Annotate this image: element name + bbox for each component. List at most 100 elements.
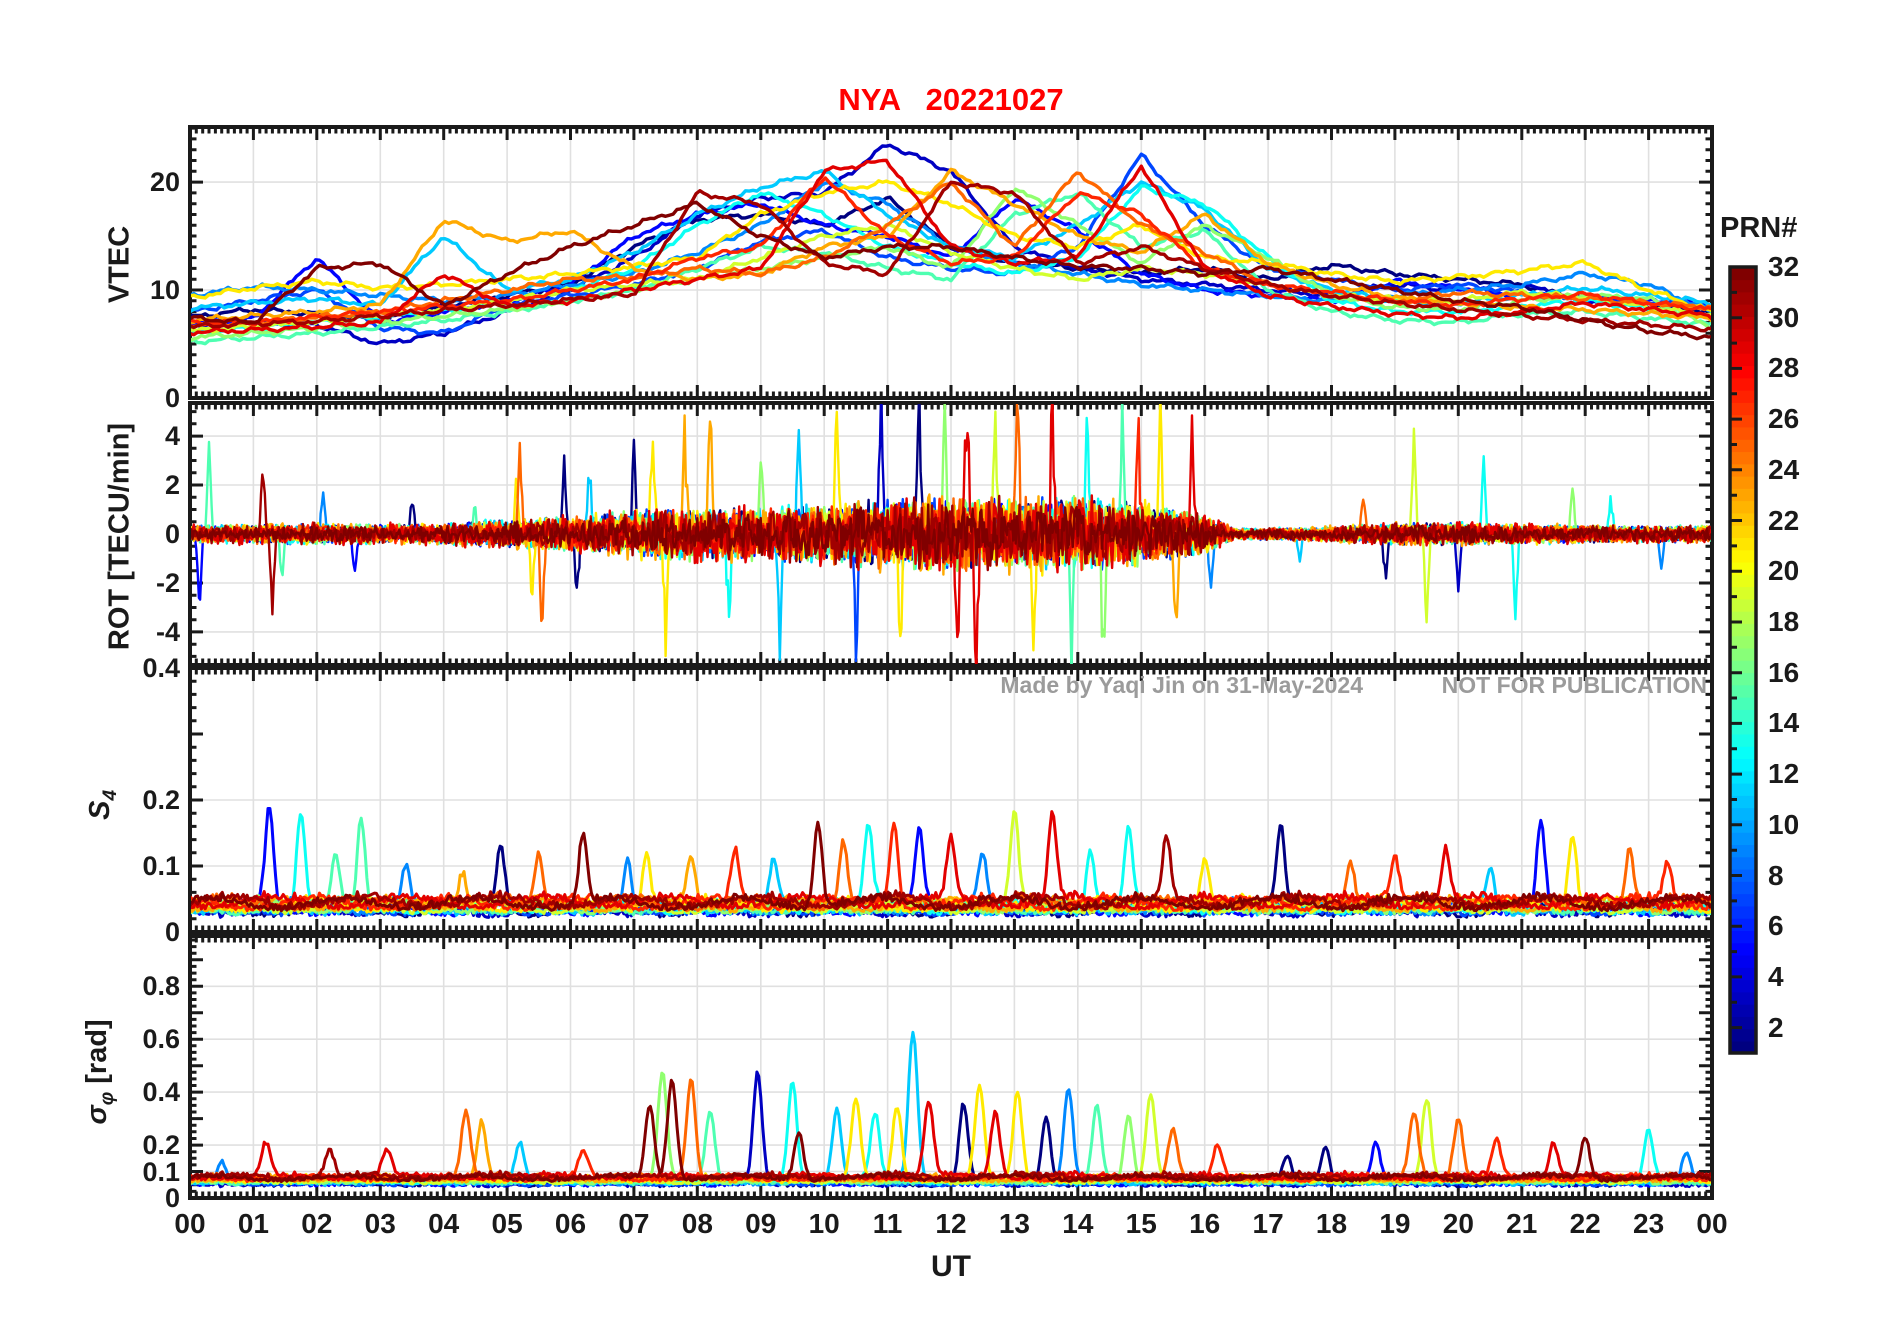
colorbar-tick-label: 16 xyxy=(1768,656,1800,688)
x-tick-label: 18 xyxy=(1315,1208,1348,1239)
colorbar-tick-label: 10 xyxy=(1768,808,1800,840)
colorbar-tick-label: 24 xyxy=(1768,453,1800,485)
sigma_phi-series-group xyxy=(191,1030,1711,1189)
x-tick-label: 08 xyxy=(681,1208,713,1239)
colorbar-cell xyxy=(1730,279,1756,293)
x-tick-label: 11 xyxy=(872,1208,903,1239)
sigma_phi-axes-border xyxy=(188,934,1714,1200)
colorbar-cell xyxy=(1730,660,1756,674)
vtec-axes-border xyxy=(188,125,1714,400)
colorbar-cell xyxy=(1730,561,1756,575)
s4-ytick-label: 0 xyxy=(164,917,180,947)
colorbar-cell xyxy=(1730,917,1756,931)
colorbar-cell xyxy=(1730,463,1756,477)
colorbar-cell xyxy=(1730,549,1756,563)
colorbar-cell xyxy=(1730,696,1756,710)
colorbar-cell xyxy=(1730,389,1756,403)
colorbar-cell xyxy=(1730,905,1756,919)
colorbar-cell xyxy=(1730,524,1756,538)
vtec-series-group xyxy=(191,143,1711,346)
x-tick-label: 05 xyxy=(491,1208,523,1239)
colorbar-cell xyxy=(1730,831,1756,846)
colorbar-cell xyxy=(1730,328,1756,342)
vtec-series-prn31 xyxy=(191,180,1711,333)
colorbar-cell xyxy=(1730,488,1756,502)
x-tick-label: 15 xyxy=(1125,1208,1157,1239)
colorbar-cell xyxy=(1730,672,1756,686)
x-tick-label: 07 xyxy=(618,1208,650,1239)
colorbar-cell xyxy=(1730,1028,1756,1042)
colorbar-cell xyxy=(1730,1016,1756,1030)
x-tick-label: 10 xyxy=(808,1208,840,1239)
rot-ytick-label: -4 xyxy=(155,616,180,647)
sigma_phi-ytick-label: 0.2 xyxy=(142,1130,180,1161)
x-tick-label: 23 xyxy=(1633,1208,1665,1239)
colorbar-cell xyxy=(1730,537,1756,551)
colorbar-cell xyxy=(1730,635,1756,649)
colorbar-cell xyxy=(1730,1040,1756,1054)
colorbar-cell xyxy=(1730,574,1756,588)
x-tick-label: 22 xyxy=(1569,1208,1601,1239)
s4-axes-border xyxy=(188,666,1714,934)
colorbar-cell xyxy=(1730,881,1756,895)
vtec-ytick-label: 10 xyxy=(149,275,180,306)
x-axis-label: UT xyxy=(931,1250,971,1283)
s4-ytick-label: 0.4 xyxy=(142,653,180,683)
colorbar-cell xyxy=(1730,377,1756,391)
x-tick-label: 06 xyxy=(554,1208,587,1239)
s4-series-prn32 xyxy=(191,820,1711,913)
x-tick-label: 21 xyxy=(1506,1208,1538,1239)
vtec-ytick-label: 0 xyxy=(164,383,180,413)
colorbar-cell xyxy=(1730,414,1756,428)
x-tick-label: 01 xyxy=(237,1208,269,1239)
s4-grid xyxy=(190,668,1712,932)
rot-ytick-label: 2 xyxy=(164,470,180,501)
colorbar-cell xyxy=(1730,979,1756,993)
sigma_phi-grid xyxy=(190,936,1712,1198)
watermark-not-for-publication: NOT FOR PUBLICATION xyxy=(1441,672,1707,698)
s4-ytick-label: 0.2 xyxy=(142,785,180,815)
colorbar-tick-label: 8 xyxy=(1768,859,1784,891)
colorbar-cell xyxy=(1730,426,1756,440)
sigma_phi-series-prn32 xyxy=(191,1078,1711,1184)
colorbar-tick-label: 20 xyxy=(1768,555,1800,587)
colorbar-cell xyxy=(1730,733,1756,747)
sigma_phi-ytick-label: 0.4 xyxy=(142,1077,180,1108)
colorbar-tick-label: 32 xyxy=(1768,251,1800,282)
x-tick-label: 16 xyxy=(1189,1208,1221,1239)
sigma_phi-ytick-label: 0.1 xyxy=(142,1156,180,1187)
colorbar-cell xyxy=(1730,512,1756,526)
colorbar-tick-label: 28 xyxy=(1768,352,1800,384)
vtec-series-prn32 xyxy=(191,200,1711,341)
x-tick-label: 17 xyxy=(1252,1208,1284,1239)
colorbar-cell xyxy=(1730,438,1756,453)
rot-ytick-label: -2 xyxy=(155,567,180,598)
sigma_phi-ytick-label: 0.6 xyxy=(142,1024,180,1055)
colorbar-cell xyxy=(1730,930,1756,944)
colorbar-tick-label: 2 xyxy=(1768,1011,1784,1043)
colorbar-cell xyxy=(1730,782,1756,796)
colorbar-tick-label: 30 xyxy=(1768,301,1800,333)
x-tick-label: 19 xyxy=(1379,1208,1411,1239)
x-tick-label: 02 xyxy=(301,1208,333,1239)
vtec-series-prn7 xyxy=(191,152,1711,336)
s4-ytick-label: 0.1 xyxy=(142,851,180,881)
x-tick-label: 04 xyxy=(428,1208,460,1239)
x-tick-label: 12 xyxy=(935,1208,967,1239)
colorbar-cell xyxy=(1730,868,1756,882)
colorbar-tick-label: 12 xyxy=(1768,758,1800,790)
colorbar-cell xyxy=(1730,709,1756,723)
s4-series-group xyxy=(191,807,1711,919)
colorbar-cell xyxy=(1730,647,1756,661)
colorbar-cell xyxy=(1730,807,1756,821)
x-tick-label: 20 xyxy=(1442,1208,1474,1239)
colorbar-cell xyxy=(1730,598,1756,612)
vtec-series-prn29 xyxy=(191,158,1711,337)
colorbar-cell xyxy=(1730,942,1756,956)
colorbar-cell xyxy=(1730,475,1756,489)
colorbar-title: PRN# xyxy=(1720,212,1798,244)
colorbar-tick-label: 6 xyxy=(1768,910,1784,942)
colorbar-cell xyxy=(1730,856,1756,870)
page-title: NYA 20221027 xyxy=(838,82,1064,117)
